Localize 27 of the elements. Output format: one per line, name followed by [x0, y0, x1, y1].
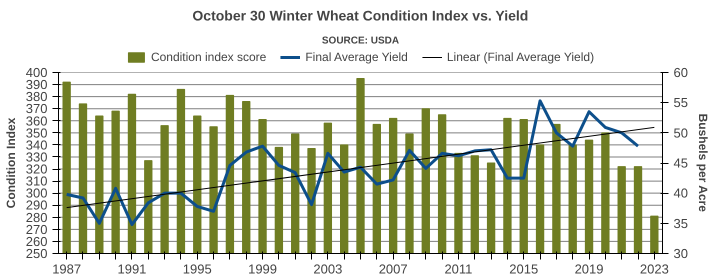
x-tick-label: 1999 — [248, 262, 278, 276]
y2-tick-label: 30 — [674, 246, 688, 261]
y2-tick-label: 40 — [674, 186, 688, 201]
y-tick-label: 250 — [26, 246, 48, 261]
x-tick-label: 2007 — [378, 262, 408, 276]
y2-tick-label: 50 — [674, 125, 688, 140]
source-note: SOURCE: USDA — [322, 36, 400, 46]
x-tick-label: 2003 — [313, 262, 342, 276]
x-tick-label: 1995 — [182, 262, 212, 276]
x-tick-label: 2011 — [444, 262, 472, 276]
y2-tick-label: 35 — [674, 216, 688, 231]
x-tick-label: 2015 — [509, 262, 538, 276]
x-tick-label: 1991 — [118, 262, 146, 276]
y-axis-title: Condition Index — [4, 117, 18, 208]
y2-axis-title: Bushels per Acre — [696, 114, 710, 212]
y2-tick-label: 55 — [674, 95, 688, 110]
x-tick-label: 2023 — [640, 262, 669, 276]
y-tick-label: 400 — [26, 65, 48, 80]
legend-label: Final Average Yield — [305, 50, 408, 64]
legend-label: Condition index score — [150, 50, 266, 64]
x-tick-label: 1987 — [52, 262, 82, 276]
legend-label: Linear (Final Average Yield) — [446, 50, 594, 64]
y2-tick-label: 60 — [674, 65, 688, 80]
x-tick-label: 2019 — [574, 262, 604, 276]
chart-title: October 30 Winter Wheat Condition Index vs. Yield — [192, 8, 528, 24]
y2-tick-label: 45 — [674, 156, 688, 170]
line-series — [65, 99, 640, 226]
